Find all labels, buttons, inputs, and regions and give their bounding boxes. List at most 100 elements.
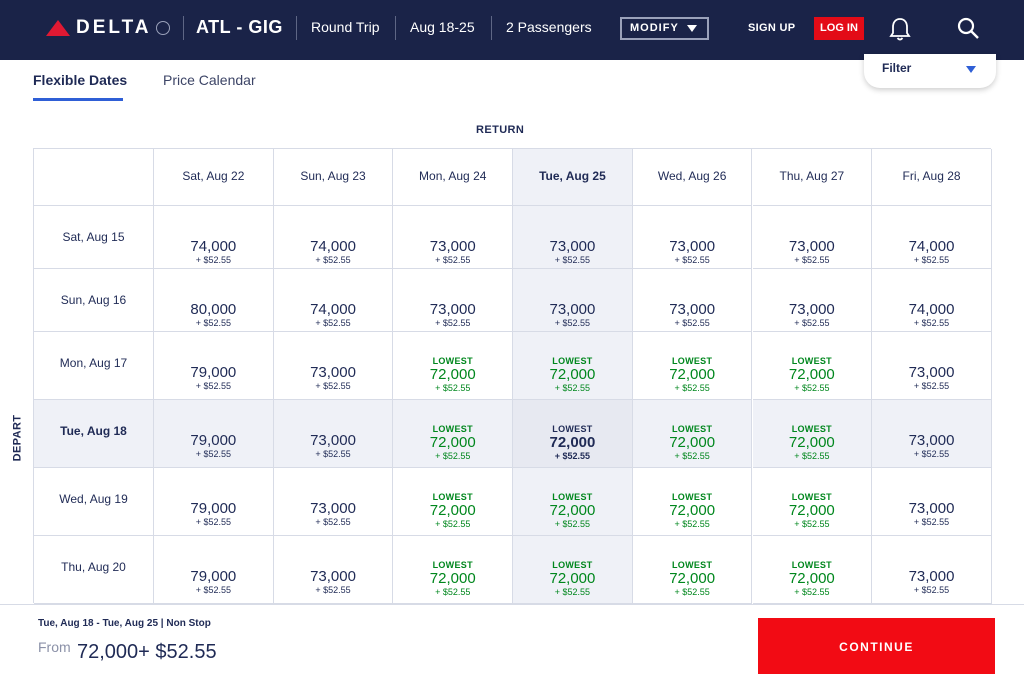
fare-cell[interactable]: 80,000 + $52.55 xyxy=(154,269,274,332)
delta-logo[interactable]: DELTA xyxy=(46,15,170,41)
fare-price: 74,000 + $52.55 xyxy=(274,238,393,265)
miles-value: 72,000 xyxy=(788,570,835,587)
fee-value: + $52.55 xyxy=(794,318,830,328)
fare-cell[interactable]: LOWEST 72,000 + $52.55 xyxy=(752,332,873,400)
login-button[interactable]: LOG IN xyxy=(814,17,864,40)
fare-cell[interactable]: 73,000 + $52.55 xyxy=(872,468,992,536)
depart-date-header: Sat, Aug 15 xyxy=(34,206,154,269)
fare-grid: Sat, Aug 22 Sun, Aug 23 Mon, Aug 24 Tue, Au… xyxy=(33,148,992,604)
fare-cell[interactable]: 79,000 + $52.55 xyxy=(154,332,274,400)
fare-cell[interactable]: 73,000 + $52.55 xyxy=(632,269,753,332)
fee-value: + $52.55 xyxy=(794,383,830,393)
fare-cell[interactable]: 74,000 + $52.55 xyxy=(273,206,394,269)
fare-cell[interactable]: LOWEST 72,000 + $52.55 xyxy=(752,400,873,468)
miles-value: 73,000 xyxy=(669,301,716,318)
fare-cell[interactable]: 79,000 + $52.55 xyxy=(154,468,274,536)
fee-value: + $52.55 xyxy=(554,318,591,328)
fare-cell[interactable]: 73,000 + $52.55 xyxy=(393,206,514,269)
fare-cell[interactable]: 73,000 + $52.55 xyxy=(513,206,633,269)
fare-price: LOWEST 72,000 + $52.55 xyxy=(393,560,512,597)
tab-price-calendar[interactable]: Price Calendar xyxy=(163,72,256,88)
bell-icon[interactable] xyxy=(888,16,912,42)
globe-icon xyxy=(155,21,170,35)
return-date-header: Sat, Aug 22 xyxy=(154,149,274,206)
fare-cell[interactable]: LOWEST 72,000 + $52.55 xyxy=(632,332,753,400)
fare-cell[interactable]: 73,000 + $52.55 xyxy=(872,536,992,604)
fare-price: LOWEST 72,000 + $52.55 xyxy=(393,424,512,461)
miles-value: 73,000 xyxy=(549,238,596,255)
signup-link[interactable]: SIGN UP xyxy=(748,22,796,34)
fare-cell[interactable]: 74,000 + $52.55 xyxy=(273,269,394,332)
miles-value: 72,000 xyxy=(429,366,476,383)
fare-cell[interactable]: 79,000 + $52.55 xyxy=(154,536,274,604)
return-date-label: Thu, Aug 27 xyxy=(779,169,845,183)
fare-cell[interactable]: LOWEST 72,000 + $52.55 xyxy=(632,468,753,536)
fare-price: 73,000 + $52.55 xyxy=(872,364,991,391)
fare-price: LOWEST 72,000 + $52.55 xyxy=(393,356,512,393)
fare-cell[interactable]: 73,000 + $52.55 xyxy=(513,269,633,332)
fare-cell[interactable]: 73,000 + $52.55 xyxy=(273,468,394,536)
fare-cell[interactable]: LOWEST 72,000 + $52.55 xyxy=(632,400,753,468)
miles-value: 73,000 xyxy=(310,364,356,381)
fare-cell[interactable]: 73,000 + $52.55 xyxy=(752,206,873,269)
fare-cell[interactable]: LOWEST 72,000 + $52.55 xyxy=(393,536,514,604)
fare-cell[interactable]: LOWEST 72,000 + $52.55 xyxy=(752,536,873,604)
fee-value: + $52.55 xyxy=(674,519,710,529)
fee-value: + $52.55 xyxy=(554,255,591,265)
lowest-badge: LOWEST xyxy=(552,492,593,502)
fare-cell[interactable]: 73,000 + $52.55 xyxy=(752,269,873,332)
miles-value: 73,000 xyxy=(310,568,356,585)
fare-cell[interactable]: LOWEST 72,000 + $52.55 xyxy=(513,536,633,604)
fare-cell[interactable]: LOWEST 72,000 + $52.55 xyxy=(752,468,873,536)
fare-cell[interactable]: LOWEST 72,000 + $52.55 xyxy=(513,400,633,468)
miles-value: 74,000 xyxy=(310,238,356,255)
modify-button[interactable]: MODIFY xyxy=(620,17,709,40)
fare-cell[interactable]: LOWEST 72,000 + $52.55 xyxy=(393,468,514,536)
miles-value: 73,000 xyxy=(788,238,835,255)
fare-cell[interactable]: 73,000 + $52.55 xyxy=(273,332,394,400)
fare-price: 73,000 + $52.55 xyxy=(393,238,512,265)
fare-cell[interactable]: LOWEST 72,000 + $52.55 xyxy=(513,468,633,536)
fare-cell[interactable]: 73,000 + $52.55 xyxy=(273,400,394,468)
tab-flexible-dates[interactable]: Flexible Dates xyxy=(33,72,128,88)
fee-value: + $52.55 xyxy=(435,318,471,328)
caret-down-icon xyxy=(687,25,697,32)
fare-price: 73,000 + $52.55 xyxy=(753,238,872,265)
search-icon[interactable] xyxy=(956,16,980,40)
fare-cell[interactable]: LOWEST 72,000 + $52.55 xyxy=(393,400,514,468)
miles-value: 72,000 xyxy=(429,502,476,519)
return-date-label: Tue, Aug 25 xyxy=(539,169,606,183)
fare-price: LOWEST 72,000 + $52.55 xyxy=(513,424,632,461)
lowest-badge: LOWEST xyxy=(791,424,832,434)
fare-cell[interactable]: 73,000 + $52.55 xyxy=(632,206,753,269)
fare-cell[interactable]: 73,000 + $52.55 xyxy=(872,400,992,468)
miles-value: 79,000 xyxy=(190,568,237,585)
selected-price: 72,000+ $52.55 xyxy=(77,641,217,663)
depart-date-header: Mon, Aug 17 xyxy=(34,332,154,400)
fare-cell[interactable]: 74,000 + $52.55 xyxy=(872,206,992,269)
filter-dropdown[interactable]: Filter xyxy=(864,54,996,88)
fare-cell[interactable]: 73,000 + $52.55 xyxy=(393,269,514,332)
route-title: ATL - GIG xyxy=(196,17,283,37)
fee-value: + $52.55 xyxy=(315,449,351,459)
fee-value: + $52.55 xyxy=(315,318,351,328)
continue-button[interactable]: CONTINUE xyxy=(758,618,995,674)
fare-price: LOWEST 72,000 + $52.55 xyxy=(753,492,872,529)
lowest-badge: LOWEST xyxy=(432,560,473,570)
fare-cell[interactable]: LOWEST 72,000 + $52.55 xyxy=(632,536,753,604)
modify-label: MODIFY xyxy=(630,22,679,34)
fare-cell[interactable]: 79,000 + $52.55 xyxy=(154,400,274,468)
fare-cell[interactable]: 73,000 + $52.55 xyxy=(872,332,992,400)
selected-trip-info: Tue, Aug 18 - Tue, Aug 25 | Non Stop xyxy=(38,618,211,629)
fare-price: LOWEST 72,000 + $52.55 xyxy=(753,356,872,393)
fee-value: + $52.55 xyxy=(195,585,231,595)
fare-cell[interactable]: LOWEST 72,000 + $52.55 xyxy=(393,332,514,400)
fare-price: 74,000 + $52.55 xyxy=(872,301,991,328)
miles-value: 74,000 xyxy=(310,301,356,318)
miles-value: 73,000 xyxy=(429,301,476,318)
fare-cell[interactable]: 73,000 + $52.55 xyxy=(273,536,394,604)
fare-cell[interactable]: 74,000 + $52.55 xyxy=(154,206,274,269)
miles-value: 74,000 xyxy=(908,238,955,255)
fare-cell[interactable]: LOWEST 72,000 + $52.55 xyxy=(513,332,633,400)
fare-cell[interactable]: 74,000 + $52.55 xyxy=(872,269,992,332)
